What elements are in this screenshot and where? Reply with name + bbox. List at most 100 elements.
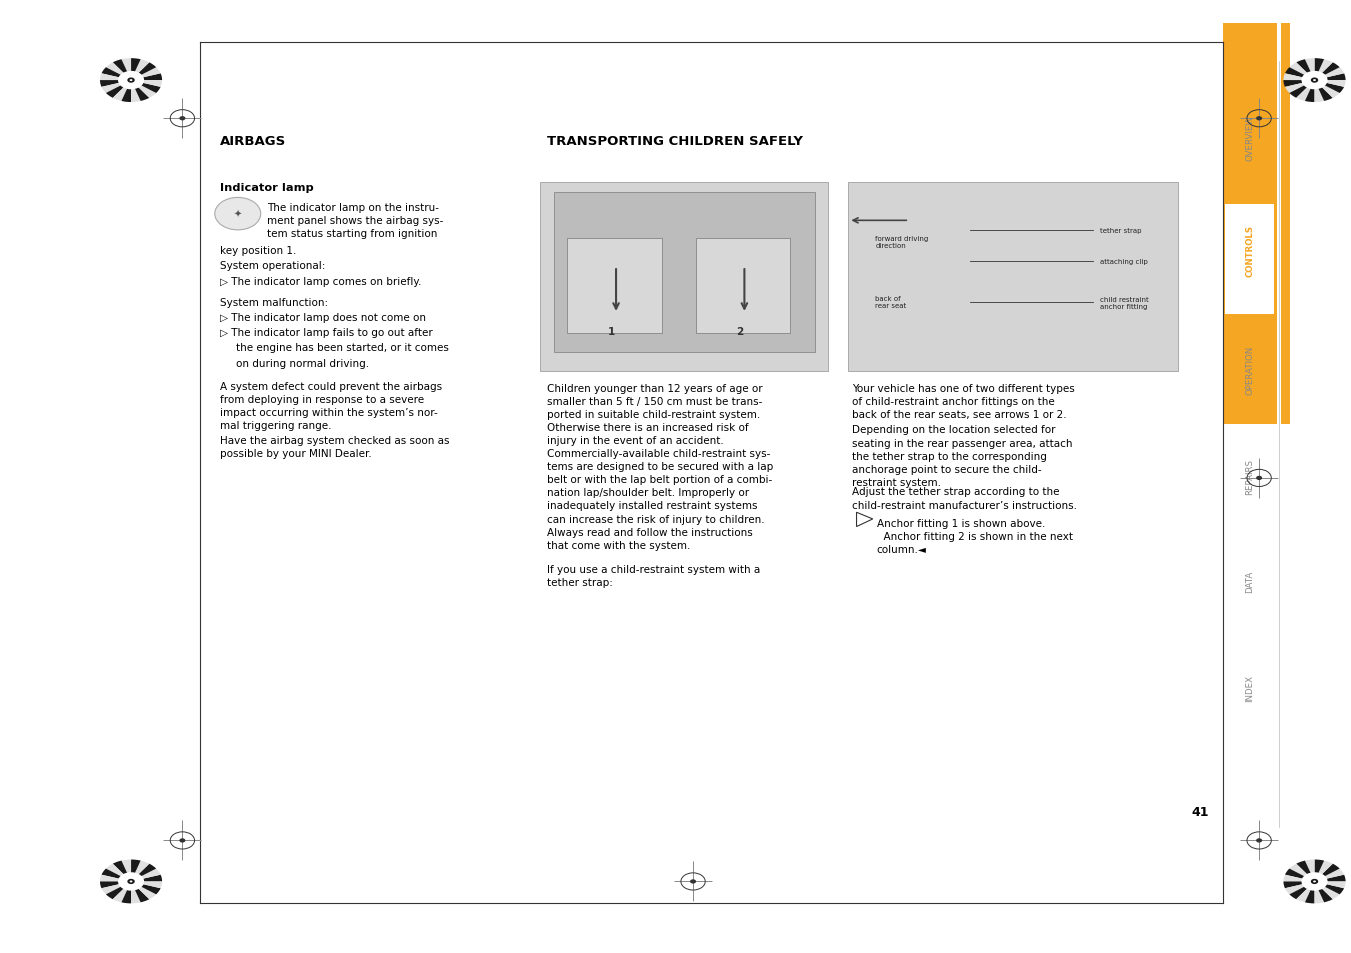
Wedge shape	[1305, 882, 1315, 903]
Wedge shape	[1305, 81, 1315, 103]
Text: CONTROLS: CONTROLS	[1246, 225, 1254, 276]
Wedge shape	[1315, 875, 1346, 882]
Wedge shape	[131, 60, 150, 81]
Wedge shape	[1315, 882, 1333, 902]
Wedge shape	[1285, 882, 1315, 895]
Wedge shape	[100, 882, 131, 888]
Wedge shape	[131, 59, 141, 81]
Wedge shape	[1315, 860, 1324, 882]
Text: ✦: ✦	[234, 210, 242, 219]
Circle shape	[690, 880, 696, 883]
Text: Indicator lamp: Indicator lamp	[220, 183, 313, 193]
Text: child restraint
anchor fitting: child restraint anchor fitting	[1100, 296, 1148, 310]
Circle shape	[127, 78, 135, 84]
Bar	[554, 193, 815, 353]
Wedge shape	[131, 875, 162, 882]
Wedge shape	[1315, 81, 1324, 103]
Wedge shape	[1289, 882, 1315, 900]
Text: Have the airbag system checked as soon as
possible by your MINI Dealer.: Have the airbag system checked as soon a…	[220, 436, 450, 458]
Circle shape	[215, 198, 261, 231]
Text: ▷ The indicator lamp comes on briefly.: ▷ The indicator lamp comes on briefly.	[220, 276, 422, 286]
Text: 41: 41	[1192, 805, 1209, 819]
Circle shape	[130, 80, 132, 82]
Text: key position 1.: key position 1.	[220, 246, 297, 255]
Wedge shape	[131, 81, 150, 102]
Bar	[567, 238, 662, 334]
Text: A system defect could prevent the airbags
from deploying in response to a severe: A system defect could prevent the airbag…	[220, 381, 442, 430]
Text: DATA: DATA	[1246, 570, 1254, 593]
Wedge shape	[105, 882, 131, 900]
Wedge shape	[122, 59, 131, 81]
Circle shape	[1310, 879, 1319, 884]
Wedge shape	[112, 882, 131, 902]
Wedge shape	[105, 81, 131, 99]
Text: back of
rear seat: back of rear seat	[875, 295, 907, 309]
Wedge shape	[101, 81, 131, 94]
Text: System operational:: System operational:	[220, 261, 326, 271]
Wedge shape	[1289, 863, 1315, 882]
Text: 1: 1	[608, 327, 615, 336]
Wedge shape	[131, 861, 150, 882]
Wedge shape	[1305, 59, 1315, 81]
Wedge shape	[131, 74, 162, 81]
Wedge shape	[1315, 68, 1344, 81]
Text: on during normal driving.: on during normal driving.	[236, 358, 370, 368]
Wedge shape	[1315, 74, 1346, 81]
Text: forward driving
direction: forward driving direction	[875, 235, 928, 249]
Wedge shape	[131, 81, 162, 88]
Circle shape	[1256, 839, 1262, 842]
Wedge shape	[1315, 81, 1344, 94]
Wedge shape	[131, 68, 161, 81]
Circle shape	[1313, 881, 1316, 882]
Wedge shape	[131, 81, 157, 99]
Bar	[540, 183, 828, 372]
Text: The indicator lamp on the instru-
ment panel shows the airbag sys-
tem status st: The indicator lamp on the instru- ment p…	[267, 203, 444, 239]
Wedge shape	[131, 81, 161, 94]
Wedge shape	[1285, 68, 1315, 81]
Text: System malfunction:: System malfunction:	[220, 297, 328, 307]
Bar	[1223, 24, 1277, 424]
Text: AIRBAGS: AIRBAGS	[220, 134, 286, 148]
Wedge shape	[122, 81, 131, 103]
Wedge shape	[131, 863, 157, 882]
Wedge shape	[131, 81, 141, 103]
Wedge shape	[1315, 882, 1344, 895]
Circle shape	[1256, 476, 1262, 480]
Wedge shape	[1315, 81, 1346, 88]
Wedge shape	[131, 882, 162, 888]
Wedge shape	[100, 74, 131, 81]
Bar	[1281, 24, 1290, 424]
Text: If you use a child-restraint system with a
tether strap:: If you use a child-restraint system with…	[547, 564, 761, 587]
Circle shape	[118, 872, 145, 891]
Circle shape	[180, 117, 185, 121]
Wedge shape	[100, 81, 131, 88]
Wedge shape	[131, 868, 161, 882]
Circle shape	[127, 879, 135, 884]
Circle shape	[1301, 872, 1328, 891]
Wedge shape	[1285, 81, 1315, 94]
Text: Adjust the tether strap according to the
child-restraint manufacturer’s instruct: Adjust the tether strap according to the…	[852, 487, 1078, 510]
Text: Children younger than 12 years of age or
smaller than 5 ft / 150 cm must be tran: Children younger than 12 years of age or…	[547, 383, 763, 445]
Wedge shape	[122, 882, 131, 903]
Wedge shape	[101, 882, 131, 895]
Wedge shape	[1315, 63, 1340, 81]
Wedge shape	[1289, 63, 1315, 81]
Wedge shape	[1296, 861, 1315, 882]
Wedge shape	[101, 68, 131, 81]
Wedge shape	[1296, 882, 1315, 902]
Text: INDEX: INDEX	[1246, 675, 1254, 701]
Wedge shape	[100, 875, 131, 882]
Wedge shape	[1315, 882, 1324, 903]
Bar	[848, 183, 1178, 372]
Circle shape	[118, 71, 145, 91]
Wedge shape	[1289, 81, 1315, 99]
Wedge shape	[131, 860, 141, 882]
Text: ▷ The indicator lamp does not come on: ▷ The indicator lamp does not come on	[220, 313, 426, 322]
Wedge shape	[1283, 875, 1315, 882]
Text: ▷ The indicator lamp fails to go out after: ▷ The indicator lamp fails to go out aft…	[220, 328, 432, 337]
Wedge shape	[1296, 81, 1315, 102]
Wedge shape	[101, 868, 131, 882]
Circle shape	[130, 881, 132, 882]
Circle shape	[1301, 71, 1328, 91]
Text: 2: 2	[736, 327, 743, 336]
